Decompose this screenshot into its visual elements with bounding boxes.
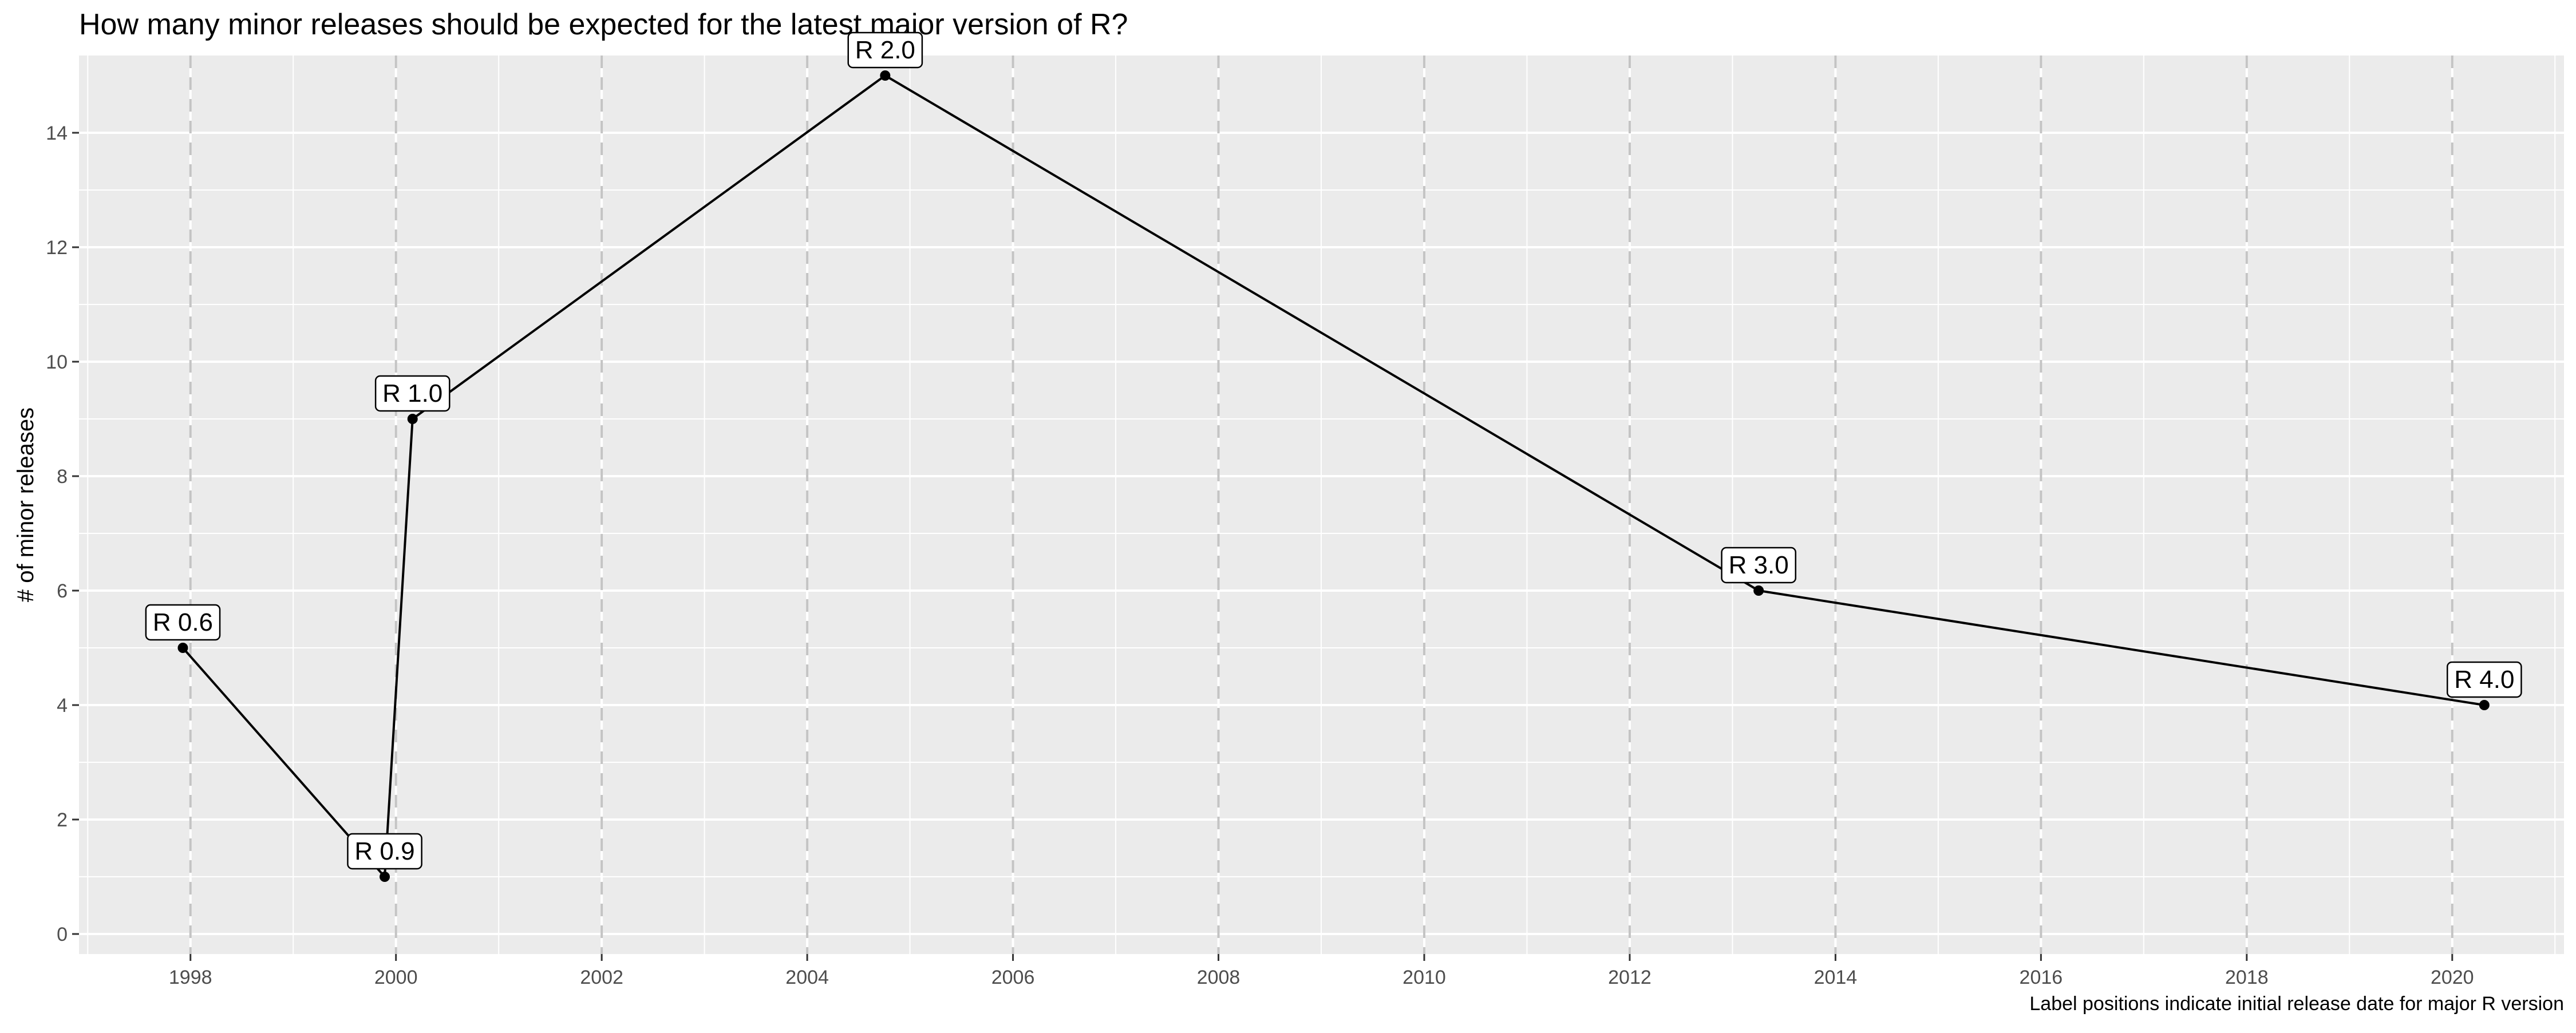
x-tick-label: 2000 xyxy=(374,967,418,988)
y-tick-label: 12 xyxy=(46,237,68,259)
grid-minor xyxy=(79,56,2564,954)
data-label: R 3.0 xyxy=(1721,547,1796,584)
data-point xyxy=(1753,585,1764,596)
series-points-group xyxy=(177,70,2490,882)
x-tick-label: 1998 xyxy=(169,967,212,988)
y-tick-label: 0 xyxy=(57,924,68,945)
data-label-box xyxy=(347,833,422,870)
x-tick-label: 2002 xyxy=(580,967,623,988)
data-label-box xyxy=(1721,547,1796,584)
data-label-box xyxy=(374,375,451,412)
y-tick-label: 8 xyxy=(57,466,68,488)
y-tick-label: 6 xyxy=(57,580,68,602)
data-point xyxy=(380,872,390,882)
data-label: R 0.9 xyxy=(347,833,422,870)
x-tick-label: 2008 xyxy=(1197,967,1240,988)
data-label-text: R 2.0 xyxy=(855,36,915,64)
data-point xyxy=(177,643,188,653)
data-label-box xyxy=(847,31,923,69)
x-axis: 1998 2000 2002 2004 2006 2008 2010 2012 2014 2016… xyxy=(169,954,2474,988)
x-tick-label: 2014 xyxy=(1814,967,1858,988)
data-label-text: R 1.0 xyxy=(382,379,442,407)
y-axis: 0 2 4 6 8 10 12 14 xyxy=(46,122,79,945)
data-label-box xyxy=(145,604,221,641)
x-tick-label: 2010 xyxy=(1402,967,1446,988)
x-tick-label: 2012 xyxy=(1608,967,1652,988)
x-tick-label: 2004 xyxy=(785,967,829,988)
y-tick-label: 10 xyxy=(46,351,68,373)
data-label-text: R 3.0 xyxy=(1729,551,1789,579)
data-point xyxy=(407,414,418,424)
data-label: R 2.0 xyxy=(847,31,923,69)
data-label-text: R 0.6 xyxy=(153,608,213,636)
x-tick-label: 2020 xyxy=(2431,967,2474,988)
chart-title: How many minor releases should be expect… xyxy=(79,8,1128,41)
y-tick-label: 14 xyxy=(46,122,68,144)
y-tick-label: 2 xyxy=(57,809,68,831)
data-point xyxy=(880,70,891,81)
y-axis-title: # of minor releases xyxy=(13,407,38,602)
data-label-box xyxy=(2447,661,2522,698)
x-tick-label: 2018 xyxy=(2225,967,2269,988)
series-labels-group: R 0.6 R 0.9 R 1.0 R 2.0 R 3.0 R 4.0 xyxy=(145,31,2522,870)
chart-caption: Label positions indicate initial release… xyxy=(2029,993,2564,1015)
data-point xyxy=(2479,700,2490,710)
data-label-text: R 0.9 xyxy=(354,837,414,865)
y-tick-label: 4 xyxy=(57,695,68,717)
data-label: R 1.0 xyxy=(374,375,451,412)
dashed-reference-lines xyxy=(189,56,2453,954)
x-tick-label: 2006 xyxy=(991,967,1035,988)
x-tick-label: 2016 xyxy=(2020,967,2063,988)
data-label: R 0.6 xyxy=(145,604,221,641)
data-label: R 4.0 xyxy=(2447,661,2522,698)
data-label-text: R 4.0 xyxy=(2454,666,2514,694)
